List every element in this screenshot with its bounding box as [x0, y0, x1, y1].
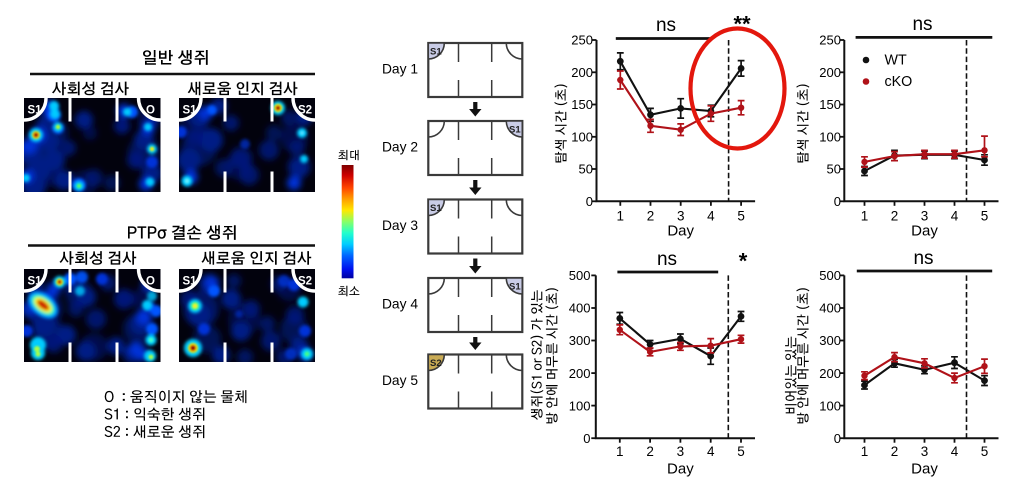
svg-text:S1: S1: [509, 125, 521, 136]
svg-text:S1: S1: [27, 105, 42, 117]
svg-text:5: 5: [981, 444, 989, 459]
svg-text:S2: S2: [298, 105, 312, 117]
svg-text:250: 250: [571, 33, 593, 48]
svg-text:Day: Day: [911, 461, 938, 478]
svg-text:O: O: [146, 105, 155, 117]
svg-text:300: 300: [569, 333, 591, 348]
svg-text:S2: S2: [430, 358, 442, 369]
svg-text:400: 400: [569, 301, 591, 316]
svg-text:250: 250: [819, 33, 841, 48]
svg-text:200: 200: [819, 366, 841, 381]
svg-text:100: 100: [569, 398, 591, 413]
svg-text:300: 300: [819, 333, 841, 348]
svg-text:5: 5: [737, 444, 745, 459]
svg-text:2: 2: [647, 208, 655, 223]
svg-text:50: 50: [827, 162, 841, 177]
svg-text:ns: ns: [913, 248, 933, 269]
svg-text:1: 1: [617, 208, 625, 223]
svg-text:S1: S1: [27, 276, 42, 288]
svg-text:100: 100: [571, 130, 593, 145]
svg-text:5: 5: [981, 208, 989, 223]
svg-text:Day: Day: [667, 461, 694, 478]
svg-text:*: *: [739, 249, 748, 274]
svg-text:S1: S1: [430, 203, 442, 214]
svg-text:0: 0: [583, 431, 590, 446]
svg-text:150: 150: [571, 97, 593, 112]
svg-text:0: 0: [834, 194, 841, 209]
svg-text:3: 3: [921, 208, 929, 223]
svg-text:Day: Day: [911, 223, 938, 240]
svg-text:500: 500: [569, 268, 591, 283]
svg-text:0: 0: [586, 194, 593, 209]
svg-text:1: 1: [861, 444, 869, 459]
svg-text:S1: S1: [182, 276, 197, 288]
svg-text:S1: S1: [509, 282, 521, 293]
svg-text:3: 3: [677, 208, 685, 223]
svg-text:S1: S1: [182, 105, 197, 117]
svg-text:2: 2: [646, 444, 654, 459]
svg-text:WT: WT: [885, 52, 907, 68]
svg-text:200: 200: [819, 65, 841, 80]
svg-text:3: 3: [921, 444, 929, 459]
svg-text:cKO: cKO: [885, 74, 913, 90]
svg-text:150: 150: [819, 97, 841, 112]
svg-text:ns: ns: [657, 249, 677, 270]
svg-text:Day 5: Day 5: [382, 373, 418, 388]
svg-text:200: 200: [571, 65, 593, 80]
svg-text:0: 0: [834, 431, 841, 446]
svg-text:S2: S2: [298, 276, 312, 288]
svg-text:50: 50: [579, 162, 593, 177]
svg-text:400: 400: [819, 301, 841, 316]
svg-text:4: 4: [951, 208, 959, 223]
svg-text:200: 200: [569, 366, 591, 381]
svg-text:4: 4: [707, 444, 715, 459]
svg-text:1: 1: [616, 444, 624, 459]
svg-text:2: 2: [891, 208, 899, 223]
svg-text:ns: ns: [656, 15, 676, 36]
svg-text:5: 5: [737, 208, 745, 223]
svg-text:2: 2: [891, 444, 899, 459]
svg-text:O: O: [146, 276, 155, 288]
svg-text:1: 1: [861, 208, 869, 223]
svg-text:Day 1: Day 1: [382, 62, 418, 77]
svg-text:Day 3: Day 3: [382, 218, 418, 233]
svg-text:Day 4: Day 4: [382, 297, 418, 312]
svg-text:ns: ns: [912, 14, 932, 35]
svg-text:4: 4: [951, 444, 959, 459]
svg-text:4: 4: [707, 208, 715, 223]
svg-text:Day: Day: [667, 223, 694, 240]
svg-text:Day 2: Day 2: [382, 140, 418, 155]
svg-text:500: 500: [819, 268, 841, 283]
svg-text:3: 3: [677, 444, 685, 459]
svg-text:S1: S1: [430, 47, 442, 58]
svg-text:100: 100: [819, 130, 841, 145]
svg-text:100: 100: [819, 398, 841, 413]
svg-text:**: **: [733, 12, 751, 37]
